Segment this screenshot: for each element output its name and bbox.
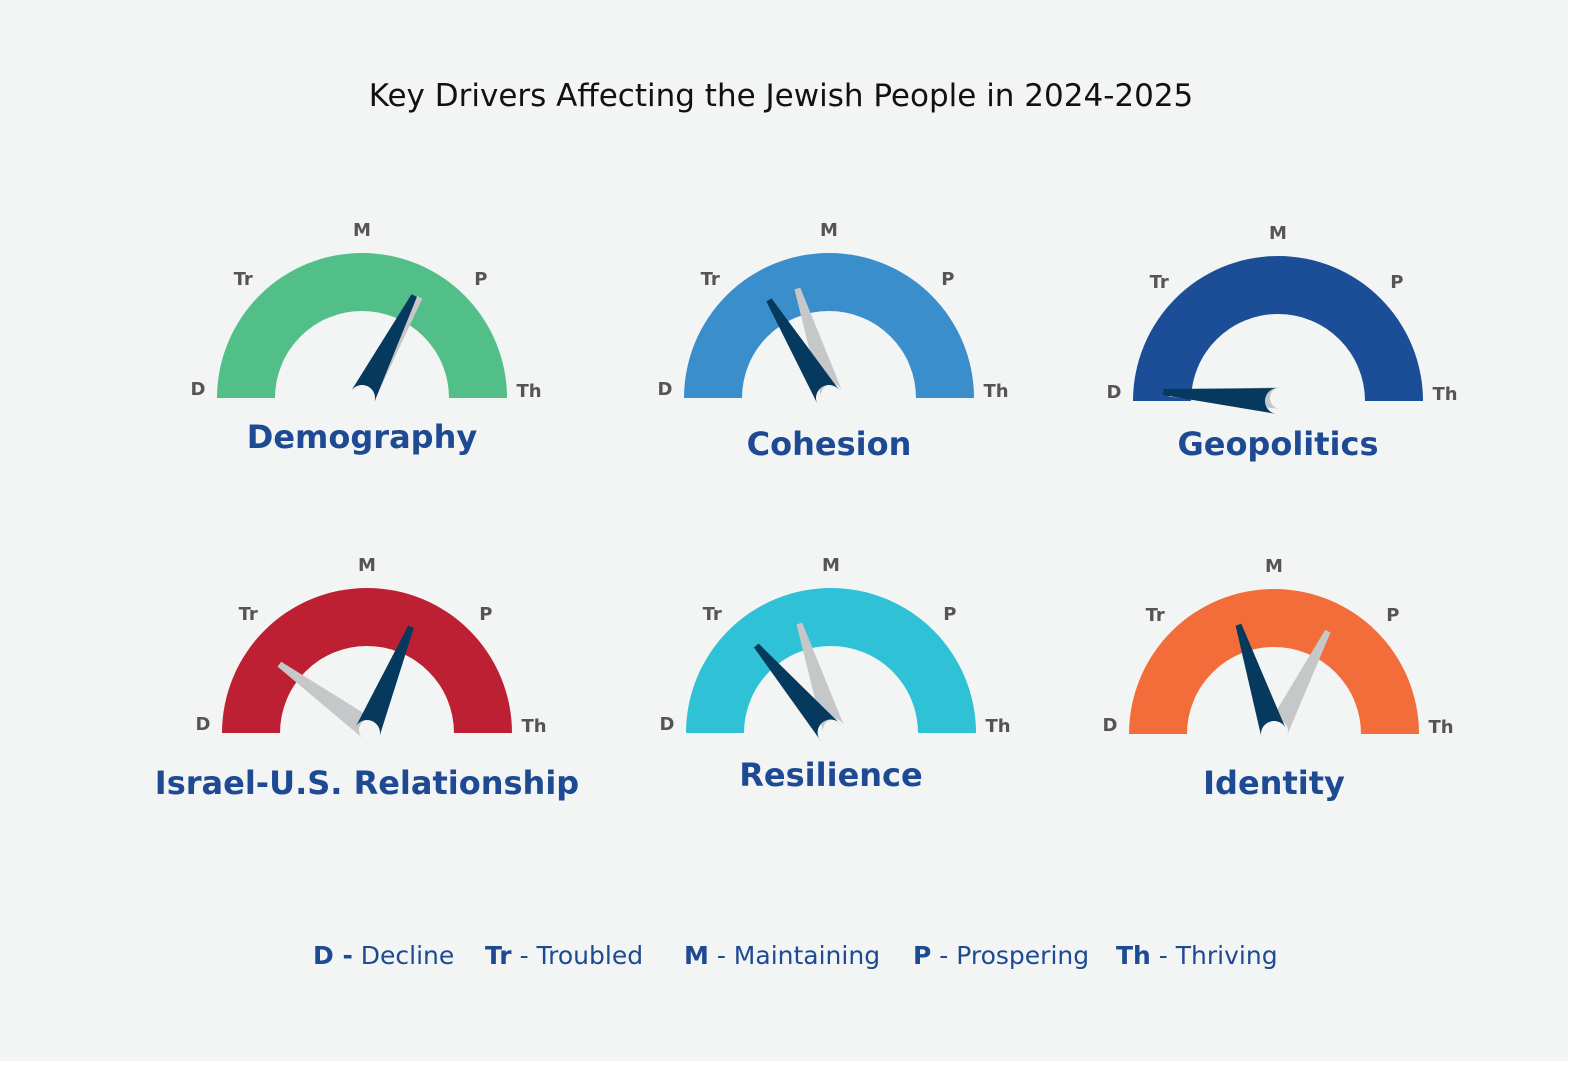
gauge-israel-u-s-relationship: D Tr M P Th Israel-U.S. Relationship	[155, 555, 579, 802]
tick-label: Tr	[1146, 605, 1165, 626]
previous-needle	[796, 622, 845, 734]
tick-label: D	[1103, 715, 1118, 736]
legend-text: - Maintaining	[708, 941, 881, 970]
tick-label: D	[658, 379, 673, 400]
tick-label: Th	[1432, 384, 1457, 405]
legend-item-decline: D - Decline	[313, 941, 454, 970]
legend-item-maintaining: M - Maintaining	[684, 941, 880, 970]
legend-code: P	[913, 941, 932, 970]
tick-label: P	[479, 604, 492, 625]
current-needle	[1235, 623, 1287, 738]
tick-label: Tr	[234, 269, 253, 290]
previous-needle	[1267, 629, 1331, 736]
gauge-label: Identity	[1203, 764, 1345, 802]
tick-label: Tr	[1150, 272, 1169, 293]
tick-label: Th	[521, 716, 546, 737]
current-needle	[1163, 387, 1279, 414]
legend-text: - Prospering	[931, 941, 1090, 970]
tick-label: M	[358, 555, 376, 576]
gauge-identity: D Tr M P Th Identity	[1103, 556, 1454, 802]
legend: D - Decline Tr - Troubled M - Maintainin…	[0, 941, 1568, 981]
tick-label: M	[820, 220, 838, 241]
tick-label: P	[1386, 605, 1399, 626]
tick-label: P	[943, 604, 956, 625]
tick-label: M	[822, 555, 840, 576]
gauge-arc	[686, 588, 976, 733]
legend-code: Tr	[485, 941, 512, 970]
gauge-arc	[1133, 256, 1423, 401]
legend-text: - Troubled	[511, 941, 644, 970]
tick-label: Tr	[701, 269, 720, 290]
gauge-geopolitics: D Tr M P Th Geopolitics	[1107, 223, 1458, 463]
gauge-cohesion: D Tr M P Th Cohesion	[658, 220, 1009, 463]
previous-needle	[277, 661, 377, 739]
gauge-label: Resilience	[739, 756, 922, 794]
tick-label: Th	[985, 716, 1010, 737]
tick-label: P	[941, 269, 954, 290]
legend-item-thriving: Th - Thriving	[1116, 941, 1278, 970]
tick-label: D	[660, 714, 675, 735]
legend-text: Decline	[352, 941, 455, 970]
gauge-arc	[684, 253, 974, 398]
current-needle	[350, 294, 417, 404]
tick-label: M	[353, 220, 371, 241]
tick-label: D	[196, 714, 211, 735]
gauge-arc	[1129, 589, 1419, 734]
tick-label: P	[474, 269, 487, 290]
legend-item-prospering: P - Prospering	[913, 941, 1089, 970]
gauge-label: Cohesion	[747, 425, 912, 463]
current-needle	[754, 643, 841, 742]
gauge-label: Geopolitics	[1177, 425, 1378, 463]
legend-code: D -	[313, 941, 353, 970]
tick-label: Th	[516, 381, 541, 402]
chart-title: Key Drivers Affecting the Jewish People …	[368, 78, 1194, 114]
gauge-arc	[222, 588, 512, 733]
gauge-resilience: D Tr M P Th Resilience	[660, 555, 1011, 794]
infographic-canvas: Key Drivers Affecting the Jewish People …	[0, 0, 1568, 1061]
legend-item-troubled: Tr - Troubled	[485, 941, 643, 970]
tick-label: Th	[983, 381, 1008, 402]
gauges-chart: D Tr M P Th Demography D Tr M P Th Cohesion D Tr M P Th G…	[155, 220, 1458, 802]
gauge-demography: D Tr M P Th Demography	[191, 220, 542, 456]
previous-needle	[794, 287, 843, 399]
tick-label: M	[1265, 556, 1283, 577]
tick-label: P	[1390, 272, 1403, 293]
legend-text: - Thriving	[1150, 941, 1278, 970]
legend-code: M	[684, 941, 709, 970]
current-needle	[766, 298, 841, 405]
tick-label: Th	[1428, 717, 1453, 738]
tick-label: Tr	[239, 604, 258, 625]
gauge-label: Israel-U.S. Relationship	[155, 764, 579, 802]
current-needle	[355, 625, 414, 738]
legend-code: Th	[1116, 941, 1151, 970]
tick-label: Tr	[703, 604, 722, 625]
gauge-arc	[217, 253, 507, 398]
tick-label: D	[191, 379, 206, 400]
tick-label: M	[1269, 223, 1287, 244]
gauge-label: Demography	[247, 418, 478, 456]
tick-label: D	[1107, 382, 1122, 403]
